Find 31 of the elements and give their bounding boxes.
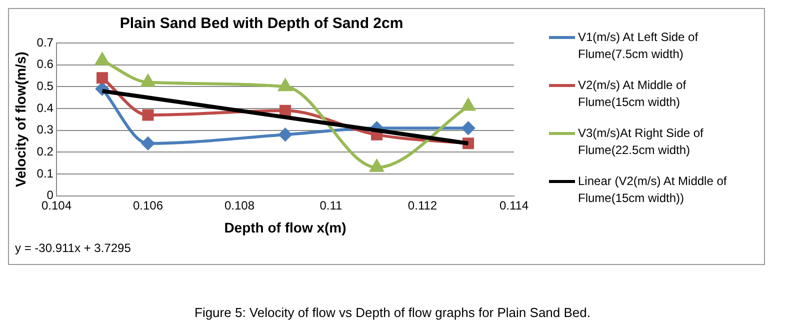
y-tick-label: 0.3 bbox=[36, 122, 54, 137]
chart-title: Plain Sand Bed with Depth of Sand 2cm bbox=[120, 15, 404, 32]
legend-label: V3(m/s)At Right Side of Flume(22.5cm width) bbox=[578, 125, 704, 159]
legend-label: Linear (V2(m/s) At Middle of Flume(15cm width)) bbox=[578, 173, 728, 207]
point bbox=[462, 122, 475, 135]
point bbox=[141, 74, 155, 87]
y-tick-label: 0.5 bbox=[36, 78, 54, 93]
text: y = -30.911x + 3.7295 bbox=[15, 241, 131, 255]
point bbox=[142, 109, 154, 121]
x-tick-label: 0.112 bbox=[408, 198, 438, 212]
legend-label: V2(m/s) At Middle of Flume(15cm width) bbox=[578, 77, 688, 111]
x-tick-label: 0.106 bbox=[132, 198, 164, 212]
y-tick-label: 0.1 bbox=[36, 166, 54, 180]
point bbox=[278, 79, 292, 92]
point bbox=[278, 128, 292, 142]
x-axis-title: Depth of flow x(m) bbox=[224, 219, 346, 236]
point bbox=[141, 136, 154, 150]
point bbox=[280, 104, 291, 116]
x-tick-label: 0.114 bbox=[499, 198, 529, 212]
x-tick-label: 0.11 bbox=[320, 198, 343, 212]
y-axis-title: Velocity of flow(m/s) bbox=[12, 52, 28, 188]
legend-label: V1(m/s) At Left Side of Flume(7.5cm width) bbox=[578, 29, 700, 63]
y-tick-label: 0.7 bbox=[36, 35, 54, 50]
y-tick-label: 0.4 bbox=[36, 100, 54, 115]
x-tick-label: 0.108 bbox=[224, 198, 255, 212]
point bbox=[96, 72, 108, 84]
point bbox=[96, 52, 109, 65]
point bbox=[462, 98, 475, 111]
y-tick-label: 0.2 bbox=[36, 144, 54, 158]
y-tick-label: 0.6 bbox=[36, 57, 54, 72]
caption: Figure 5: Velocity of flow vs Depth of flow graphs for Plain Sand Bed. bbox=[194, 305, 592, 320]
